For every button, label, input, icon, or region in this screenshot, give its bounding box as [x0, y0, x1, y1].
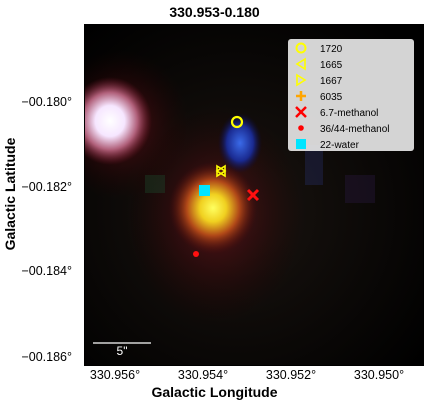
legend-item-1667: 1667: [296, 73, 343, 87]
plot-frame: 5" 1720 1665 1667 6035: [84, 24, 424, 366]
y-axis-label: Galactic Latitude: [2, 137, 18, 251]
xtick-label: 330.956°: [89, 368, 141, 382]
chart-title: 330.953-0.180: [169, 4, 260, 20]
marker-36-44-methanol: [193, 251, 199, 257]
svg-text:6.7-methanol: 6.7-methanol: [320, 108, 378, 119]
marker-1665: [215, 164, 226, 178]
marker-methanol-6-7: [246, 188, 260, 202]
legend-item-36-44-methanol: 36/44-methanol: [298, 124, 390, 135]
x-axis-label: Galactic Longitude: [151, 384, 278, 400]
legend-item-22-water: 22-water: [296, 139, 360, 151]
legend-item-1665: 1665: [295, 57, 343, 71]
xtick-label: 330.950°: [353, 368, 405, 382]
svg-text:1720: 1720: [320, 44, 343, 55]
svg-text:1665: 1665: [320, 60, 343, 71]
legend-item-1720: 1720: [295, 42, 343, 55]
svg-text:6035: 6035: [320, 92, 343, 103]
marker-22-water: [199, 185, 210, 196]
svg-text:22-water: 22-water: [320, 140, 360, 151]
ytick-label: −00.182°: [21, 180, 72, 194]
legend-item-6035: 6035: [296, 91, 343, 103]
svg-text:1667: 1667: [320, 76, 343, 87]
ytick-label: −00.184°: [21, 264, 72, 278]
legend: 1720 1665 1667 6035 6.7-methanol: [288, 39, 414, 151]
legend-item-6-7-methanol: 6.7-methanol: [295, 106, 378, 119]
scale-bar-label: 5": [117, 344, 128, 358]
sky-image: 5" 1720 1665 1667 6035: [85, 25, 423, 365]
svg-text:36/44-methanol: 36/44-methanol: [320, 124, 390, 135]
xtick-label: 330.952°: [265, 368, 317, 382]
ytick-label: −00.186°: [21, 350, 72, 364]
ytick-label: −00.180°: [21, 95, 72, 109]
xtick-label: 330.954°: [177, 368, 229, 382]
marker-1720: [230, 115, 244, 129]
